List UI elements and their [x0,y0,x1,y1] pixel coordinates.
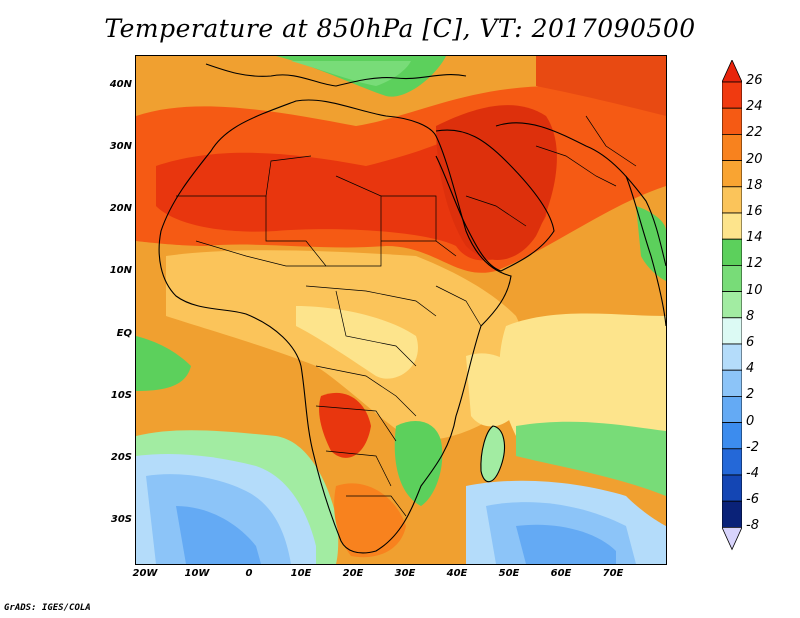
lat-label-20n: 20N [109,203,132,214]
colorbar-segment [722,264,742,292]
colorbar-segment [722,107,742,135]
colorbar-segment [722,238,742,266]
border-line [535,145,617,187]
lon-label-20e: 20E [342,568,364,579]
temperature-map [135,55,667,565]
colorbar-label: 24 [746,99,763,115]
africa-coastline [158,99,512,554]
lat-label-20s: 20S [110,452,132,463]
colorbar-label: 2 [746,387,755,403]
lat-label-eq: EQ [116,328,132,339]
colorbar-label: 22 [746,125,763,141]
colorbar-label: -4 [746,466,759,481]
asia-coastline [495,122,666,267]
border-line [435,285,482,327]
colorbar-label: -6 [746,492,759,508]
hot-core-arabia [436,105,557,260]
warm-region-iran [536,56,666,116]
colorbar-label: 18 [746,177,763,193]
colorbar-label: 20 [746,151,763,167]
mild-region-congo [296,306,418,379]
cool-region-mediterranean-inner [291,61,411,86]
colorbar-label: 8 [746,308,755,324]
chart-title: Temperature at 850hPa [C], VT: 201709050… [104,14,696,43]
colorbar-segment [722,395,742,423]
lon-label-10w: 10W [184,568,210,579]
colorbar-segment [722,186,742,214]
border-line [335,290,417,367]
colorbar-label: 14 [746,230,763,246]
colorbar-label: 6 [746,335,755,350]
cool-region-gulf-of-guinea [136,336,191,391]
credit-text: GrADS: IGES/COLA [4,603,91,613]
lat-label-30n: 30N [109,141,132,152]
border-line [315,365,417,417]
colorbar-top-arrow [722,60,742,83]
colorbar-label: 4 [746,361,755,377]
hot-spot-angola [319,392,371,458]
cool-region-india [636,206,666,281]
cool-region-mozambique [394,421,443,506]
colorbar-label: 10 [746,282,763,298]
colorbar-segment [722,134,742,162]
border-line [305,285,437,317]
border-line [176,155,312,197]
lon-label-50e: 50E [498,568,520,579]
border-line [195,240,326,267]
colorbar-segment [722,369,742,397]
colder-region-south-atlantic [176,506,261,564]
border-line [465,195,527,227]
country-borders [176,115,637,517]
colorbar-segment [722,343,742,371]
coastlines [158,63,666,554]
lon-label-70e: 70E [602,568,624,579]
border-line [325,450,392,487]
cool-region-south-indian [516,421,666,496]
colorbar-segment [722,500,742,528]
colorbar-segment [722,422,742,450]
lon-label-20w: 20W [132,568,158,579]
temperature-field [136,56,666,564]
lon-label-40e: 40E [446,568,468,579]
colorbar-label: 26 [746,73,763,88]
colorbar-segment [722,160,742,188]
europe-coastline [205,63,467,87]
lat-label-40n: 40N [109,79,132,90]
lon-label-10e: 10E [290,568,312,579]
colorbar-segment [722,474,742,502]
lat-label-10s: 10S [110,390,132,401]
colorbar-segment [722,212,742,240]
colorbar-segment [722,291,742,319]
lat-label-30s: 30S [110,514,132,525]
colorbar-label: -2 [746,439,759,455]
colorbar-segment [722,448,742,476]
arabia-coastline [435,129,555,272]
colorbar-segment [722,317,742,345]
cool-region-madagascar [480,426,505,482]
lat-label-10n: 10N [109,265,132,276]
colorbar-label: 12 [746,256,763,272]
colorbar [722,60,742,551]
border-line [381,195,437,241]
warm-region-south-africa [334,483,406,558]
colorbar-label: 0 [746,413,755,429]
border-line [346,495,407,517]
colorbar-label: 16 [746,204,763,219]
india-coastline [625,175,666,327]
colorbar-label: -8 [746,518,759,534]
madagascar-coastline [480,425,505,483]
border-line [381,240,457,257]
colorbar-segment [722,81,742,109]
border-line [585,115,637,167]
mild-region-indian-ocean [499,313,666,456]
colder-region-south-indian [516,524,616,564]
colorbar-bottom-arrow [722,526,742,551]
lon-label-30e: 30E [394,568,416,579]
lon-label-0: 0 [245,568,253,579]
lon-label-60e: 60E [550,568,572,579]
border-line [315,405,397,442]
